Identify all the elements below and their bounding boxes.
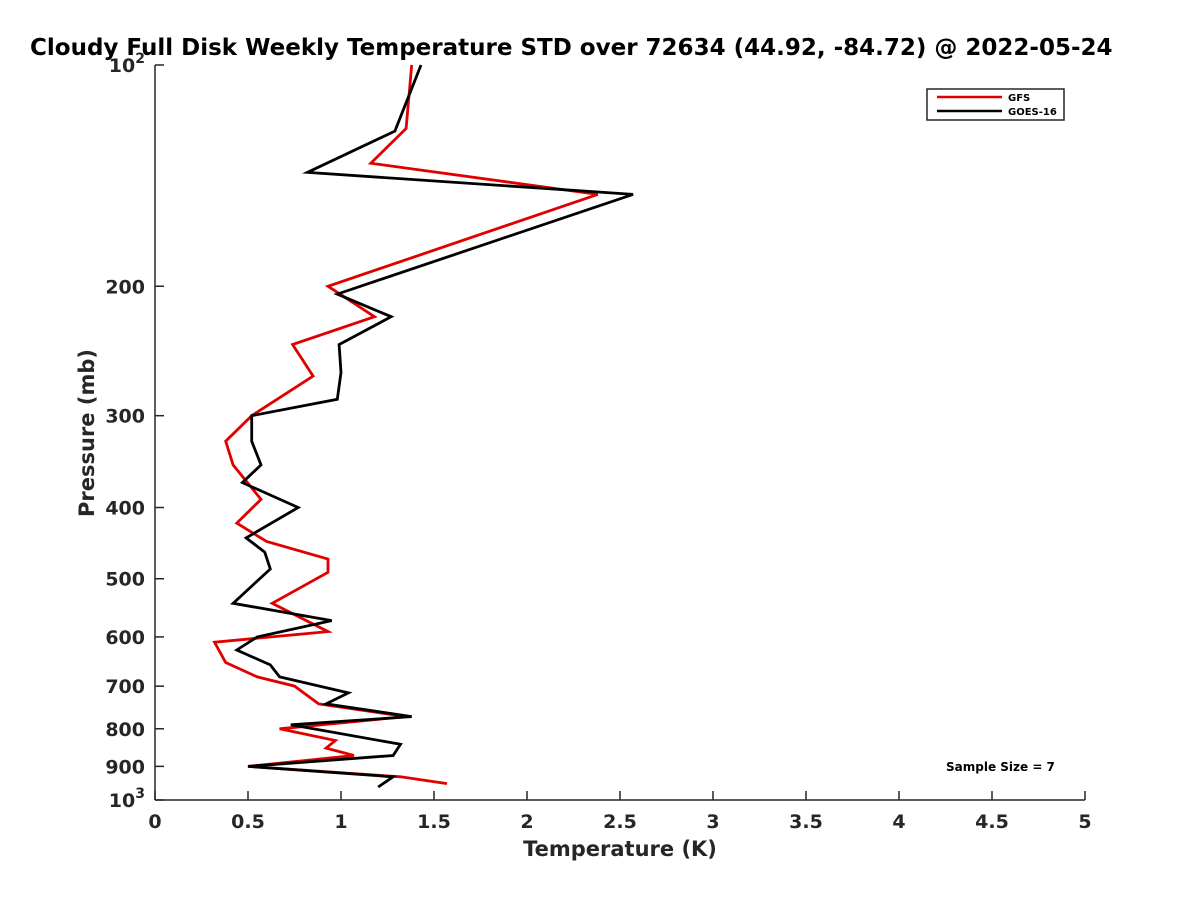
- x-tick-label: 1.5: [417, 811, 451, 833]
- x-axis-ticks: 0 0.5 1 1.5 2 2.5 3 3.5 4 4.5 5: [148, 791, 1092, 833]
- y-tick-label: 102: [109, 51, 145, 77]
- y-tick-label: 800: [105, 719, 145, 741]
- y-tick-label: 500: [105, 569, 145, 591]
- x-axis-title: Temperature (K): [523, 837, 717, 861]
- y-tick-label: 400: [105, 498, 145, 520]
- chart-title: Cloudy Full Disk Weekly Temperature STD …: [30, 35, 1113, 61]
- legend: GFS GOES-16: [926, 88, 1065, 121]
- y-axis-ticks: 102 200 300 400 500 600 700 800 900 103: [105, 51, 164, 812]
- x-tick-label: 4: [892, 811, 905, 833]
- plot-area: [212, 64, 634, 789]
- x-tick-label: 5: [1078, 811, 1091, 833]
- x-tick-label: 0.5: [231, 811, 265, 833]
- x-tick-label: 3: [706, 811, 719, 833]
- x-tick-label: 0: [148, 811, 161, 833]
- x-tick-label: 1: [334, 811, 347, 833]
- series-line-goes-16: [230, 64, 634, 789]
- y-tick-label: 300: [105, 406, 145, 428]
- y-tick-label: 900: [105, 756, 145, 778]
- y-tick-label: 600: [105, 627, 145, 649]
- y-axis-title: Pressure (mb): [75, 349, 99, 517]
- sample-size-annotation: Sample Size = 7: [946, 760, 1055, 774]
- y-tick-label: 200: [105, 276, 145, 298]
- legend-label: GFS: [1008, 93, 1030, 104]
- series-line-gfs: [212, 64, 599, 785]
- x-tick-label: 2.5: [603, 811, 637, 833]
- x-tick-label: 2: [520, 811, 533, 833]
- y-tick-label: 700: [105, 676, 145, 698]
- x-tick-label: 4.5: [975, 811, 1009, 833]
- legend-box: [926, 88, 1065, 121]
- legend-label: GOES-16: [1008, 107, 1057, 118]
- x-tick-label: 3.5: [789, 811, 823, 833]
- y-tick-label: 103: [109, 786, 145, 812]
